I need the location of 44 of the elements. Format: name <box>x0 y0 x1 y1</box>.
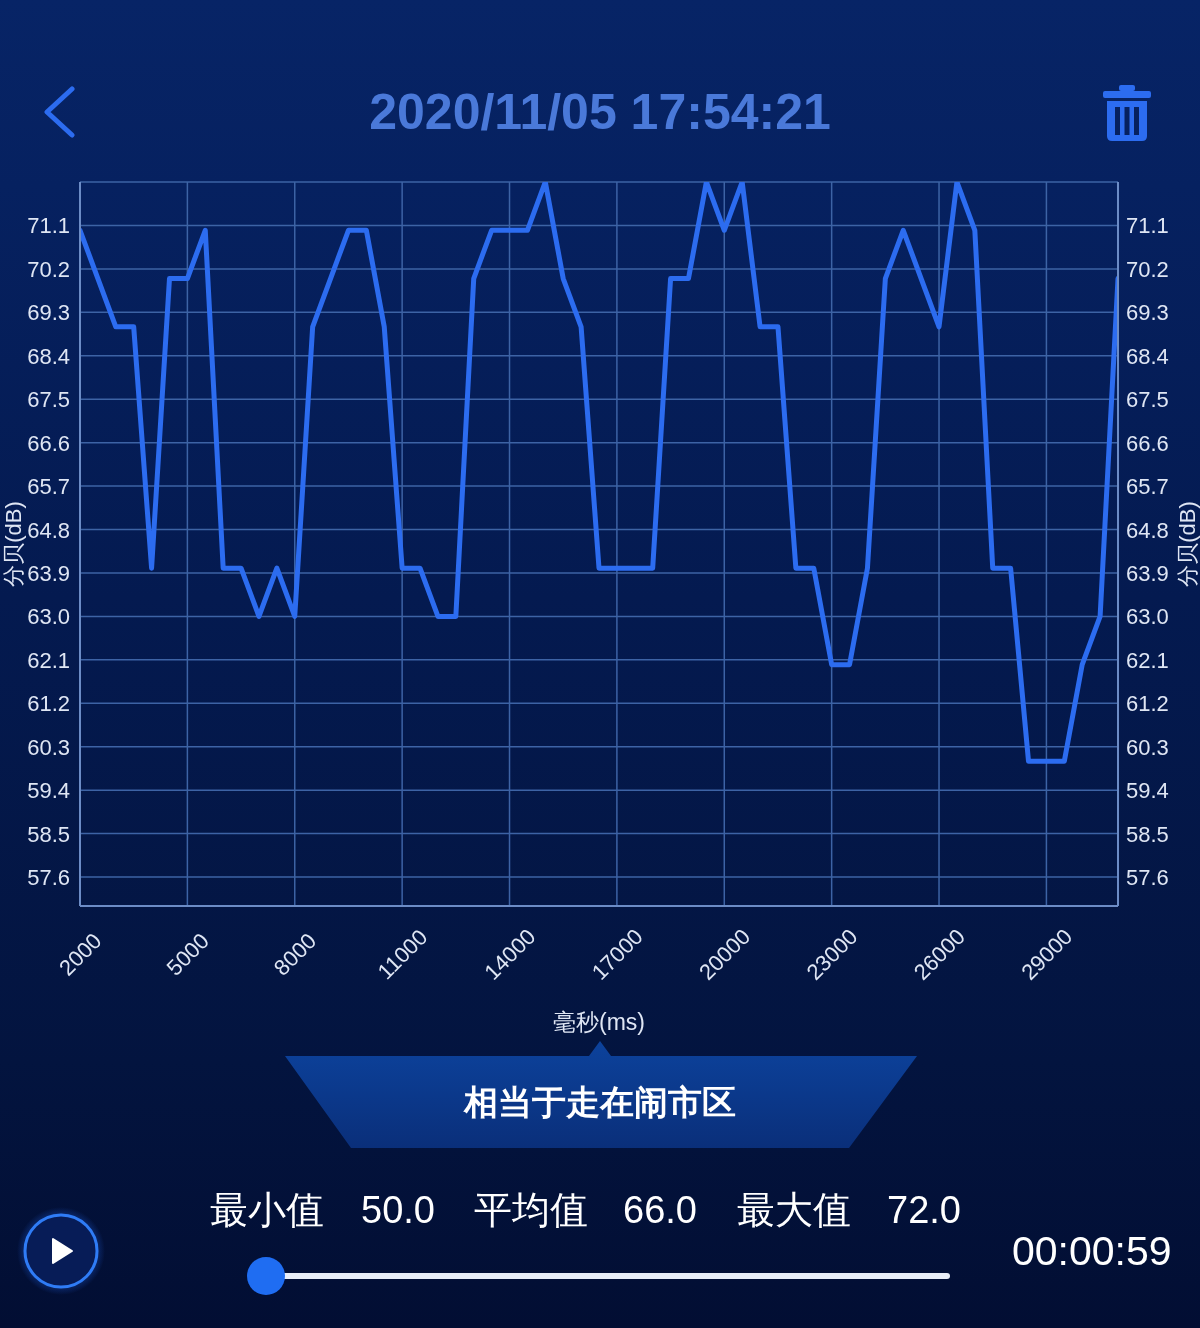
y-tick-label: 62.1 <box>27 647 70 673</box>
y2-tick-label: 57.6 <box>1126 864 1169 890</box>
y2-tick-label: 67.5 <box>1126 386 1169 412</box>
y2-tick-label: 69.3 <box>1126 299 1169 325</box>
y-tick-label: 63.9 <box>27 560 70 586</box>
y2-tick-label: 63.0 <box>1126 603 1169 629</box>
text: 00:00:59 <box>1012 1228 1172 1274</box>
y-tick-label: 63.0 <box>27 603 70 629</box>
y2-tick-label: 70.2 <box>1126 256 1169 282</box>
y-axis-title: 分贝(dB) <box>0 501 26 587</box>
y-tick-label: 59.4 <box>27 777 70 803</box>
y2-tick-label: 61.2 <box>1126 690 1169 716</box>
y2-tick-label: 60.3 <box>1126 734 1169 760</box>
y2-tick-label: 71.1 <box>1126 212 1169 238</box>
y-tick-label: 66.6 <box>27 430 70 456</box>
text: 最小值 <box>210 1189 324 1231</box>
y2-axis-title: 分贝(dB) <box>1174 501 1200 587</box>
y-tick-label: 65.7 <box>27 473 70 499</box>
text: 最大值 <box>737 1189 851 1231</box>
y2-tick-label: 62.1 <box>1126 647 1169 673</box>
y-tick-label: 67.5 <box>27 386 70 412</box>
y2-tick-label: 65.7 <box>1126 473 1169 499</box>
text: 72.0 <box>887 1189 961 1231</box>
y2-tick-label: 68.4 <box>1126 343 1169 369</box>
text: 相当于走在闹市区 <box>464 1083 736 1121</box>
y-tick-label: 68.4 <box>27 343 70 369</box>
chart-title: 2020/11/05 17:54:21 <box>369 84 831 140</box>
y-tick-label: 70.2 <box>27 256 70 282</box>
y2-tick-label: 59.4 <box>1126 777 1169 803</box>
y2-tick-label: 64.8 <box>1126 517 1169 543</box>
y2-tick-label: 66.6 <box>1126 430 1169 456</box>
y-tick-label: 64.8 <box>27 517 70 543</box>
x-axis-title: 毫秒(ms) <box>553 1009 645 1035</box>
y-tick-label: 60.3 <box>27 734 70 760</box>
y2-tick-label: 63.9 <box>1126 560 1169 586</box>
y-tick-label: 57.6 <box>27 864 70 890</box>
y-tick-label: 69.3 <box>27 299 70 325</box>
y-tick-label: 61.2 <box>27 690 70 716</box>
text: 50.0 <box>361 1189 435 1231</box>
text: 66.0 <box>623 1189 697 1231</box>
y-tick-label: 58.5 <box>27 821 70 847</box>
text: 平均值 <box>474 1189 588 1231</box>
y2-tick-label: 58.5 <box>1126 821 1169 847</box>
y-tick-label: 71.1 <box>27 212 70 238</box>
